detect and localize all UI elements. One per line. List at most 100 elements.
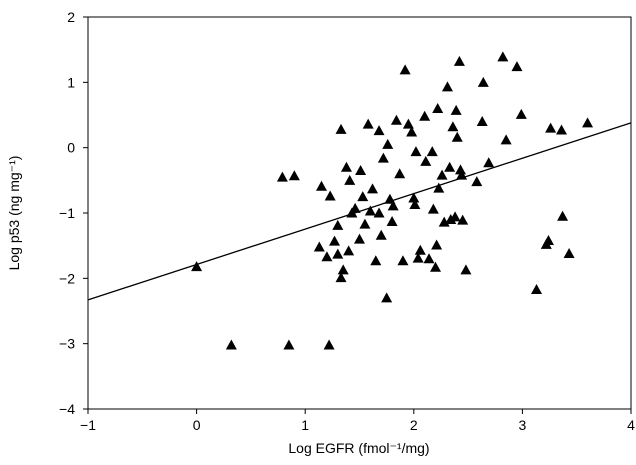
data-point-triangle <box>323 339 335 350</box>
data-point-triangle <box>343 245 355 256</box>
plot-frame <box>87 16 632 410</box>
data-point-triangle <box>441 81 453 92</box>
data-point-triangle <box>460 264 472 275</box>
data-point-triangle <box>433 182 445 193</box>
data-point-triangle <box>364 205 376 216</box>
data-point-triangle <box>370 255 382 266</box>
data-point-triangle <box>375 229 387 240</box>
y-tick-label: −1 <box>59 205 75 221</box>
x-tick-label: 2 <box>410 417 418 433</box>
data-point-triangle <box>445 214 457 225</box>
y-tick-label: −3 <box>59 336 75 352</box>
data-point-triangle <box>410 146 422 157</box>
data-point-triangle <box>450 104 462 115</box>
x-tick-label: 0 <box>193 417 201 433</box>
data-point-triangle <box>390 114 402 125</box>
data-point-triangle <box>340 161 352 172</box>
data-point-triangle <box>531 283 543 294</box>
data-point-triangle <box>555 124 567 135</box>
data-point-triangle <box>381 292 393 303</box>
data-point-triangle <box>471 176 483 187</box>
data-point-triangle <box>315 180 327 191</box>
data-point-triangle <box>430 261 442 272</box>
y-axis-title: Log p53 (ng mg⁻¹) <box>6 156 22 271</box>
data-point-triangle <box>515 108 527 119</box>
data-point-triangle <box>436 169 448 180</box>
data-point-triangle <box>483 157 495 168</box>
data-point-triangle <box>419 110 431 121</box>
data-point-triangle <box>373 125 385 136</box>
data-point-triangle <box>453 55 465 66</box>
y-tick-label: 1 <box>67 74 75 90</box>
data-point-triangle <box>354 233 365 244</box>
data-point-triangle <box>367 183 379 194</box>
data-point-triangle <box>563 248 575 259</box>
x-tick-label: 4 <box>627 417 635 433</box>
data-point-triangle <box>394 168 406 179</box>
data-point-triangle <box>431 239 443 250</box>
data-point-triangle <box>542 234 554 245</box>
data-point-triangle <box>582 117 594 128</box>
data-point-triangle <box>408 192 420 203</box>
y-tick-label: 0 <box>67 140 75 156</box>
data-point-triangle <box>476 116 488 127</box>
data-point-triangle <box>225 339 237 350</box>
x-axis-title: Log EGFR (fmol⁻¹/mg) <box>288 440 429 456</box>
y-tick-label: 2 <box>67 9 75 25</box>
data-point-triangle <box>477 76 489 87</box>
x-tick-label: 3 <box>519 417 527 433</box>
data-point-triangle <box>288 170 300 181</box>
data-point-triangle <box>357 191 369 202</box>
data-point-triangle <box>557 210 569 221</box>
data-point-triangle <box>454 164 466 175</box>
data-point-triangle <box>449 211 461 222</box>
data-point-triangle <box>500 134 512 145</box>
data-point-triangle <box>313 241 325 252</box>
data-point-triangle <box>438 216 450 227</box>
data-point-triangle <box>283 339 295 350</box>
data-points <box>191 51 594 350</box>
data-point-triangle <box>337 264 349 275</box>
data-point-triangle <box>399 64 411 75</box>
data-point-triangle <box>427 203 439 214</box>
data-point-triangle <box>409 199 421 210</box>
data-point-triangle <box>191 261 203 272</box>
y-tick-label: −4 <box>59 401 75 417</box>
data-point-triangle <box>373 207 385 218</box>
data-point-triangle <box>324 190 336 201</box>
data-point-triangle <box>377 152 389 163</box>
data-point-triangle <box>349 202 361 213</box>
data-point-triangle <box>402 118 414 129</box>
data-point-triangle <box>497 51 509 62</box>
data-point-triangle <box>456 169 468 180</box>
data-point-triangle <box>386 215 398 226</box>
data-point-triangle <box>344 174 356 185</box>
data-point-triangle <box>423 253 435 264</box>
data-point-triangle <box>414 244 426 255</box>
data-point-triangle <box>321 251 333 262</box>
data-point-triangle <box>451 131 463 142</box>
data-point-triangle <box>335 123 347 134</box>
data-point-triangle <box>276 171 288 182</box>
y-tick-label: −2 <box>59 270 75 286</box>
data-point-triangle <box>511 61 523 72</box>
data-point-triangle <box>332 248 344 259</box>
data-point-triangle <box>406 126 418 137</box>
data-point-triangle <box>545 122 557 133</box>
data-point-triangle <box>332 219 344 230</box>
x-tick-label: −1 <box>80 417 96 433</box>
data-point-triangle <box>335 272 347 283</box>
data-point-triangle <box>457 214 469 225</box>
x-tick-label: 1 <box>301 417 309 433</box>
data-point-triangle <box>387 200 399 211</box>
data-point-triangle <box>420 155 432 166</box>
y-axis-ticks: −4 −3 −2 −1 0 1 2 <box>59 9 88 417</box>
data-point-triangle <box>444 161 456 172</box>
data-point-triangle <box>355 165 367 176</box>
data-point-triangle <box>447 121 459 132</box>
data-point-triangle <box>359 218 371 229</box>
data-point-triangle <box>362 118 374 129</box>
data-point-triangle <box>397 255 409 266</box>
data-point-triangle <box>426 146 438 157</box>
